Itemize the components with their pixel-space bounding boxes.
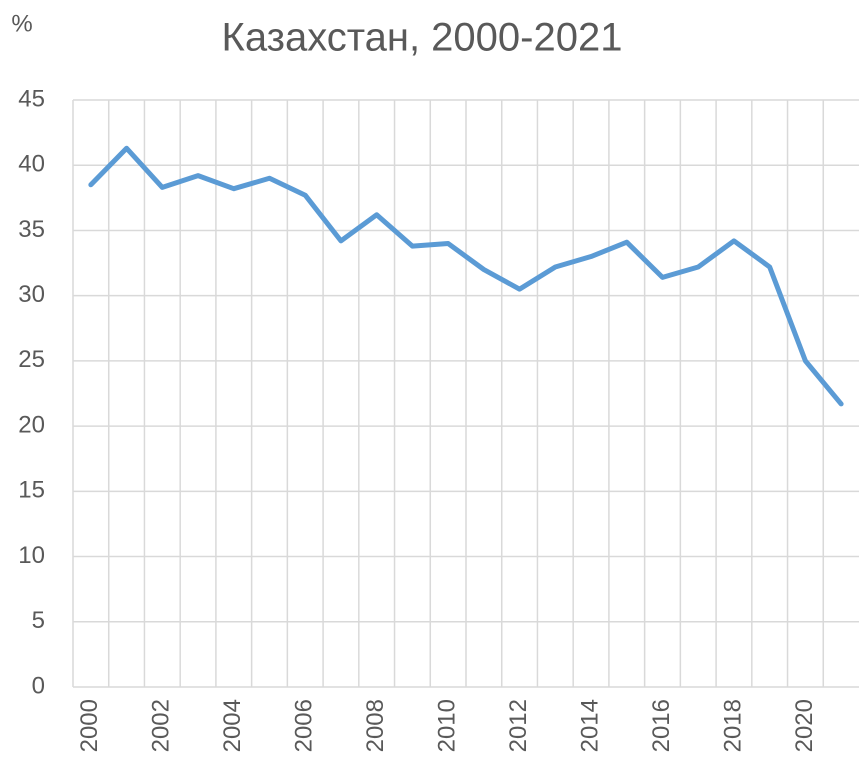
chart-title: Казахстан, 2000-2021 (222, 16, 623, 60)
x-tick-label: 2016 (648, 699, 675, 752)
x-tick-label: 2006 (291, 699, 318, 752)
y-tick-label: 35 (18, 216, 45, 243)
x-tick-label: 2004 (219, 699, 246, 752)
y-tick-label: 15 (18, 477, 45, 504)
line-series (88, 145, 844, 407)
x-tick-label: 2008 (362, 699, 389, 752)
y-tick-label: 30 (18, 281, 45, 308)
y-tick-label: 45 (18, 85, 45, 112)
x-tick-label: 2002 (148, 699, 175, 752)
y-tick-label: 25 (18, 346, 45, 373)
x-tick-label: 2012 (505, 699, 532, 752)
x-tick-label: 2018 (719, 699, 746, 752)
y-tick-label: 40 (18, 151, 45, 178)
y-axis-label: % (11, 10, 32, 37)
y-tick-label: 20 (18, 411, 45, 438)
y-tick-label: 10 (18, 542, 45, 569)
x-tick-label: 2000 (76, 699, 103, 752)
y-tick-label: 0 (32, 672, 45, 699)
x-tick-label: 2010 (433, 699, 460, 752)
x-tick-label: 2014 (576, 699, 603, 752)
x-tick-label: 2020 (791, 699, 818, 752)
y-tick-label: 5 (32, 607, 45, 634)
